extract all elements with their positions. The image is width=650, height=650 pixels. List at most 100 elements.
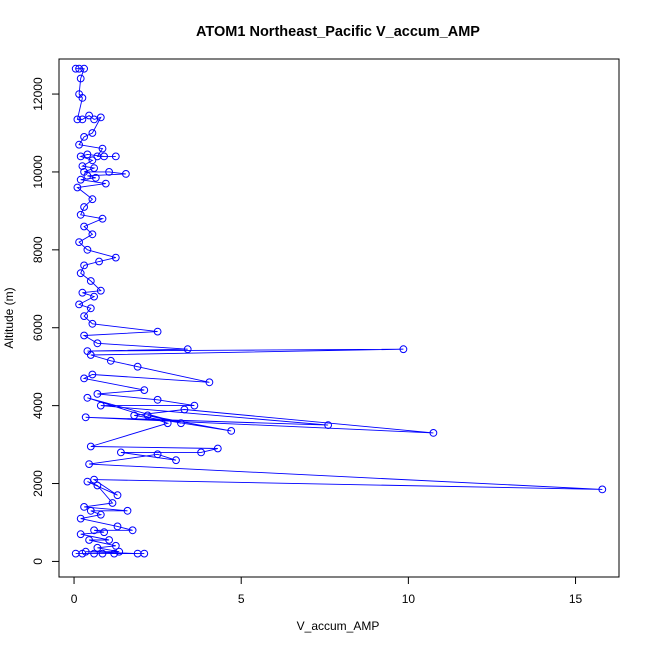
data-point — [76, 74, 85, 83]
data-point — [133, 362, 142, 371]
data-point — [143, 411, 152, 420]
data-point — [88, 370, 97, 379]
data-point — [115, 547, 124, 556]
data-point — [71, 64, 80, 73]
y-tick-label: 8000 — [31, 236, 45, 263]
data-point — [190, 401, 199, 410]
data-point — [96, 113, 105, 122]
data-point — [88, 195, 97, 204]
data-point — [88, 230, 97, 239]
data-series — [71, 64, 607, 558]
data-point — [78, 288, 87, 297]
y-tick-label: 6000 — [31, 314, 45, 341]
data-point — [113, 491, 122, 500]
chart-title: ATOM1 Northeast_Pacific V_accum_AMP — [196, 24, 480, 40]
y-axis: 0 2000 4000 6000 8000 10000 12000 — [31, 77, 60, 565]
y-tick-label: 4000 — [31, 392, 45, 419]
data-point — [81, 413, 90, 422]
data-point — [86, 506, 95, 515]
data-point — [83, 393, 92, 402]
data-point — [96, 401, 105, 410]
x-tick-label: 0 — [71, 592, 78, 606]
data-point — [80, 374, 88, 383]
data-point — [227, 427, 236, 435]
data-point — [86, 304, 95, 313]
data-point — [108, 499, 117, 507]
series-line — [75, 68, 603, 555]
data-point — [172, 456, 180, 465]
data-point — [88, 129, 97, 137]
data-point — [140, 549, 149, 558]
data-point — [88, 319, 97, 328]
data-point — [324, 421, 333, 430]
data-point — [88, 156, 97, 165]
x-tick-label: 15 — [569, 592, 583, 606]
data-point — [90, 526, 98, 535]
data-point — [106, 356, 115, 365]
data-point — [80, 133, 88, 141]
data-point — [75, 140, 83, 149]
data-point — [95, 257, 103, 266]
data-point — [90, 164, 98, 173]
data-point — [183, 345, 192, 354]
data-point — [80, 331, 88, 340]
x-axis-label: V_accum_AMP — [297, 619, 380, 633]
data-point — [85, 536, 93, 544]
data-point — [75, 238, 83, 247]
data-point — [98, 549, 107, 558]
data-point — [85, 111, 93, 120]
data-point — [76, 152, 85, 161]
x-axis: 0 5 10 15 — [71, 576, 583, 606]
data-point — [76, 269, 85, 278]
data-point — [105, 168, 113, 176]
data-point — [123, 506, 132, 515]
plot-frame — [58, 58, 620, 578]
y-axis-label: Altitude (m) — [2, 287, 16, 348]
y-tick-label: 2000 — [31, 470, 45, 497]
data-point — [83, 477, 92, 486]
data-point — [101, 179, 110, 188]
data-point — [140, 386, 149, 395]
data-point — [85, 460, 93, 469]
data-point — [80, 203, 88, 211]
x-tick-label: 5 — [238, 592, 245, 606]
data-point — [153, 395, 162, 404]
data-point — [83, 171, 92, 180]
y-tick-label: 12000 — [31, 77, 45, 111]
data-point — [429, 429, 438, 437]
data-point — [86, 442, 95, 451]
data-point — [93, 481, 102, 490]
data-point — [98, 144, 107, 153]
data-point — [110, 549, 119, 558]
data-point — [213, 444, 222, 453]
data-point — [93, 390, 102, 398]
data-point — [177, 419, 185, 428]
data-point — [130, 411, 139, 420]
data-point — [113, 522, 122, 531]
data-point — [73, 115, 82, 124]
data-point — [98, 214, 107, 223]
data-point — [91, 173, 100, 182]
data-point — [76, 530, 85, 539]
data-point — [100, 152, 108, 161]
data-point — [96, 510, 105, 519]
data-point — [128, 526, 137, 535]
data-point — [96, 286, 105, 295]
data-point — [78, 162, 87, 171]
data-point — [100, 528, 108, 537]
data-point — [80, 261, 88, 270]
data-point — [83, 245, 92, 254]
data-point — [111, 253, 120, 262]
data-point — [71, 549, 80, 558]
data-point — [111, 541, 120, 550]
data-point — [163, 419, 172, 428]
data-point — [105, 536, 113, 544]
data-point — [197, 448, 206, 457]
data-point — [153, 450, 162, 459]
data-point — [205, 378, 214, 387]
data-point — [76, 210, 85, 219]
data-point — [399, 345, 408, 354]
data-point — [180, 405, 189, 414]
data-point — [93, 543, 102, 552]
data-point — [76, 514, 85, 523]
